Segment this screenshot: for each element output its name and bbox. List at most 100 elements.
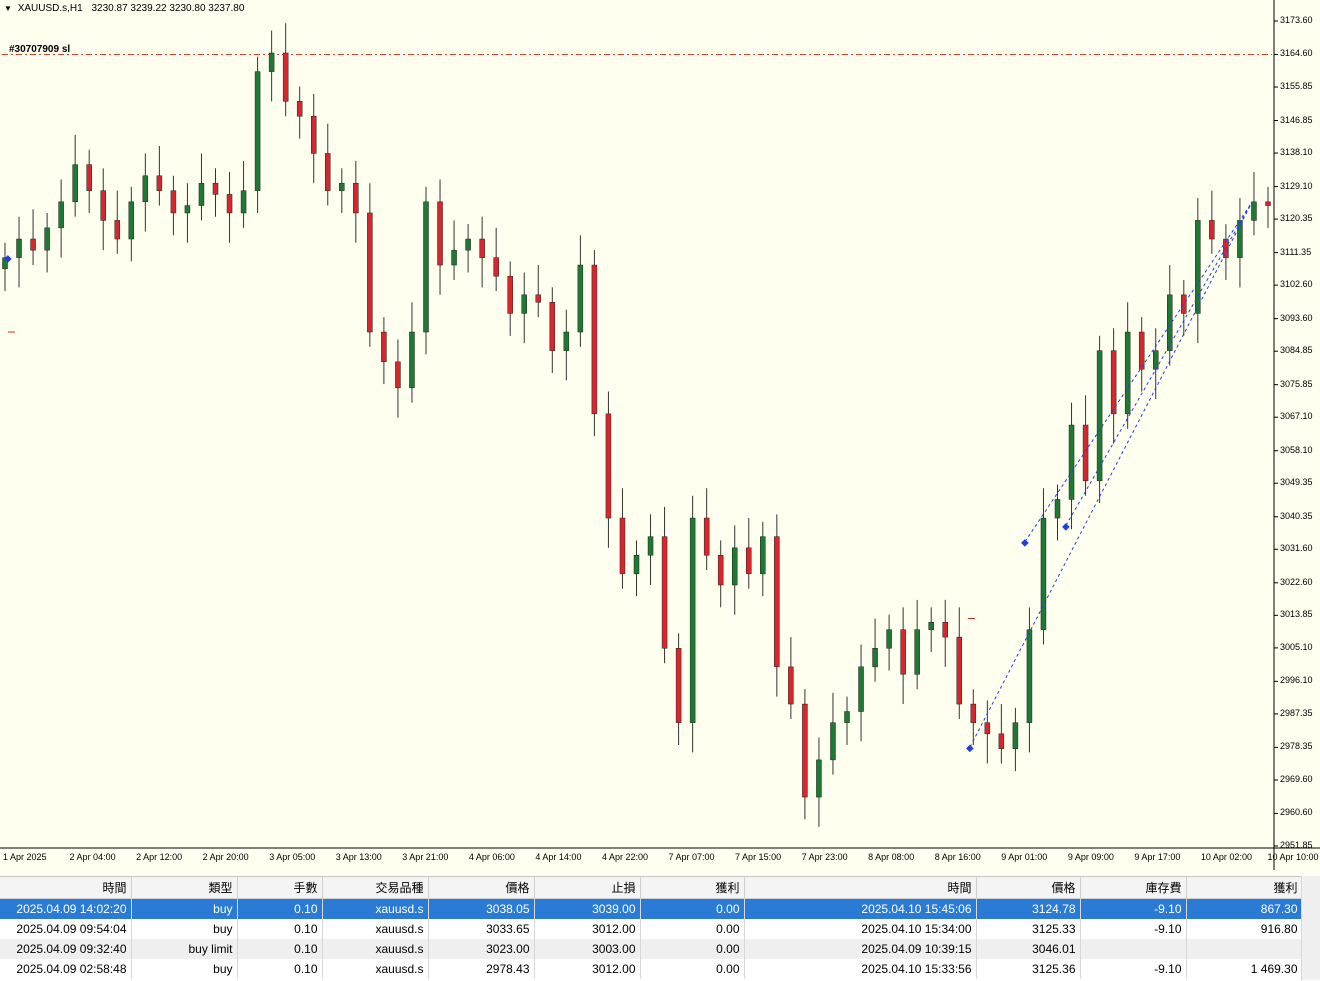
candle-body xyxy=(339,182,345,191)
candle-body xyxy=(605,413,612,519)
candle-body xyxy=(367,212,373,333)
dropdown-triangle-icon[interactable]: ▼ xyxy=(4,4,12,13)
price-tick-label: 2969.60 xyxy=(1280,773,1313,784)
price-tick-label: 2996.10 xyxy=(1280,675,1313,686)
time-tick-label: 4 Apr 06:00 xyxy=(468,852,515,862)
time-tick-label: 2 Apr 04:00 xyxy=(69,852,116,862)
candle-body xyxy=(451,249,457,266)
column-header[interactable]: 交易品種 xyxy=(322,877,429,899)
candle-body xyxy=(1068,424,1075,500)
trade-history-panel: 時間 類型 手數 交易品種 價格 止損 獲利 時間 價格 庫存費 獲利 2025.04.09 14:… xyxy=(0,876,1320,981)
candlestick-chart[interactable]: ◆ ◆ ◆ ◆ xyxy=(0,0,1320,870)
candle-body xyxy=(353,182,359,214)
candle-body xyxy=(1012,722,1019,749)
table-cell: -9.10 xyxy=(1080,959,1187,979)
candle-body xyxy=(325,153,331,191)
candle-body xyxy=(774,536,780,668)
time-tick-label: 2 Apr 12:00 xyxy=(136,852,183,862)
table-cell: 0.00 xyxy=(640,919,745,939)
column-header[interactable]: 價格 xyxy=(428,877,535,899)
candle-body xyxy=(900,629,906,675)
candle-body xyxy=(282,52,289,102)
table-row[interactable]: 2025.04.09 09:32:40 buy limit 0.10 xauusd.s… xyxy=(0,939,1303,959)
time-tick-label: 10 Apr 10:00 xyxy=(1267,852,1319,862)
candle-body xyxy=(1167,294,1173,351)
price-tick-label: 3022.60 xyxy=(1280,576,1313,587)
column-header[interactable]: 時間 xyxy=(744,877,977,899)
candle-body xyxy=(703,517,710,556)
price-tick-label: 3067.10 xyxy=(1280,411,1313,422)
price-tick-label: 2951.85 xyxy=(1280,840,1313,850)
candle-body xyxy=(16,238,22,258)
column-header[interactable]: 價格 xyxy=(976,877,1081,899)
table-cell: buy xyxy=(131,959,238,979)
table-cell: 3046.01 xyxy=(976,939,1081,959)
candle-body xyxy=(1040,517,1047,630)
price-chart[interactable]: ◆ ◆ ◆ ◆ ▼ XAUUSD.s,H1 3230.87 3239.22 3230.… xyxy=(0,0,1320,870)
table-cell: 3039.00 xyxy=(534,898,641,919)
candle-body xyxy=(647,536,654,556)
ohlc-values: 3230.87 3239.22 3230.80 3237.80 xyxy=(91,3,245,14)
candle-body xyxy=(1082,424,1089,482)
table-cell: 0.10 xyxy=(237,959,323,979)
candle-body xyxy=(830,722,836,761)
candle-body xyxy=(872,648,878,668)
table-cell: 0.00 xyxy=(640,939,745,959)
candle-body xyxy=(170,190,177,214)
candle-body xyxy=(493,257,499,277)
table-header: 時間 類型 手數 交易品種 價格 止損 獲利 時間 價格 庫存費 獲利 xyxy=(0,877,1303,899)
price-tick-label: 2960.60 xyxy=(1280,807,1313,818)
table-row[interactable]: 2025.04.09 09:54:04 buy 0.10 xauusd.s 3033.6… xyxy=(0,919,1303,939)
table-scrollbar[interactable] xyxy=(1301,876,1320,980)
table-cell: buy xyxy=(131,898,238,919)
column-header[interactable]: 獲利 xyxy=(640,877,745,899)
chart-header: ▼ XAUUSD.s,H1 3230.87 3239.22 3230.80 32… xyxy=(4,3,244,14)
column-header[interactable]: 時間 xyxy=(0,877,132,899)
candle-body xyxy=(1237,220,1243,258)
candle-body xyxy=(1195,220,1201,314)
candle-body xyxy=(1026,629,1033,723)
column-header[interactable]: 獲利 xyxy=(1186,877,1303,899)
candle-body xyxy=(717,555,724,586)
column-header[interactable]: 手數 xyxy=(237,877,323,899)
table-cell: 0.10 xyxy=(237,939,323,959)
column-header[interactable]: 類型 xyxy=(131,877,238,899)
time-tick-label: 3 Apr 05:00 xyxy=(269,852,316,862)
time-tick-label: 9 Apr 09:00 xyxy=(1067,852,1114,862)
table-cell xyxy=(1080,939,1187,959)
candle-body xyxy=(675,648,682,723)
price-tick-label: 3111.35 xyxy=(1280,246,1312,257)
candle-body xyxy=(1110,350,1117,415)
trade-table: 時間 類型 手數 交易品種 價格 止損 獲利 時間 價格 庫存費 獲利 2025.04.09 14:… xyxy=(0,877,1303,979)
candle-body xyxy=(886,629,892,649)
table-row[interactable]: 2025.04.09 14:02:20 buy 0.10 xauusd.s 3038.0… xyxy=(0,898,1303,919)
candle-body xyxy=(1096,350,1103,482)
time-tick-label: 9 Apr 01:00 xyxy=(1001,852,1048,862)
table-cell: 1 469.30 xyxy=(1186,959,1303,979)
candle-body xyxy=(114,220,121,240)
column-header[interactable]: 止損 xyxy=(534,877,641,899)
table-row[interactable]: 2025.04.09 02:58:48 buy 0.10 xauusd.s 2978.4… xyxy=(0,959,1303,979)
candle-body xyxy=(437,201,443,266)
table-cell: 0.10 xyxy=(237,919,323,939)
table-cell: 3125.36 xyxy=(976,959,1081,979)
table-cell: 916.80 xyxy=(1186,919,1303,939)
table-cell: 3038.05 xyxy=(428,898,535,919)
price-tick-label: 3013.85 xyxy=(1280,609,1313,620)
candle-body xyxy=(914,629,920,675)
price-tick-label: 3146.85 xyxy=(1280,114,1313,125)
candle-body xyxy=(58,201,64,229)
time-tick-label: 3 Apr 21:00 xyxy=(402,852,449,862)
buy-marker-icon: ◆ xyxy=(1021,538,1029,549)
table-cell: -9.10 xyxy=(1080,919,1187,939)
candle-body xyxy=(142,175,149,203)
trade-line xyxy=(969,201,1253,748)
candle-body xyxy=(212,182,219,195)
candle-body xyxy=(198,182,205,206)
candle-body xyxy=(128,201,135,240)
table-cell: 3003.00 xyxy=(534,939,641,959)
candle-body xyxy=(760,536,766,575)
column-header[interactable]: 庫存費 xyxy=(1080,877,1187,899)
candle-body xyxy=(858,666,864,712)
table-cell: 3023.00 xyxy=(428,939,535,959)
